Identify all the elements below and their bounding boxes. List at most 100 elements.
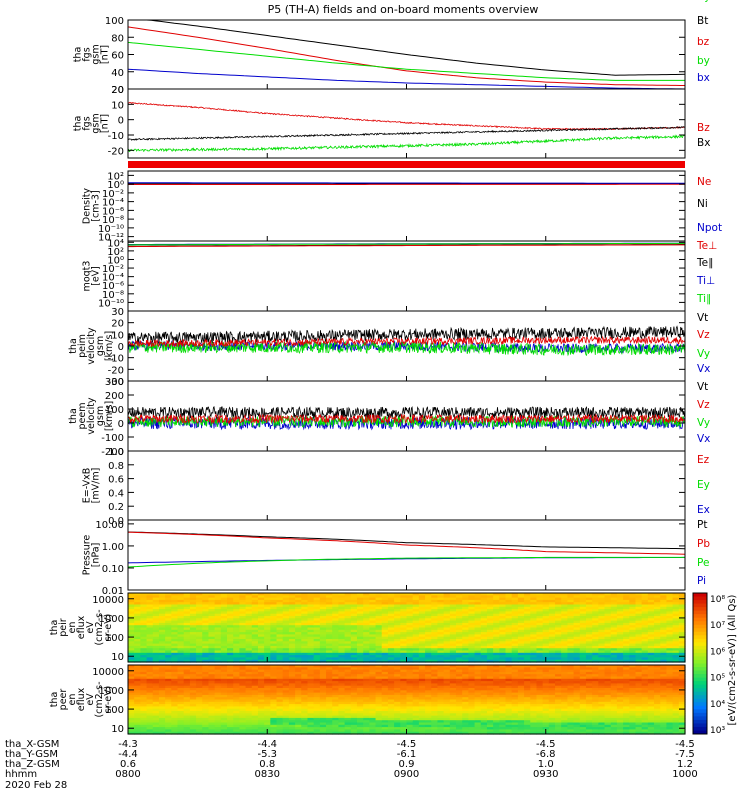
ytick-label: 1.00 <box>102 542 124 553</box>
ytick-label: 10 <box>111 330 124 341</box>
ytick-label: 20 <box>111 85 124 96</box>
legend-p4-1: Ni <box>697 198 708 210</box>
ytick-label: -100 <box>101 433 124 444</box>
ytick-label: 10000 <box>92 595 124 606</box>
ytick-label: 20 <box>111 319 124 330</box>
colorbar-label: 10³ <box>710 726 725 736</box>
ytick-label: -10 <box>108 131 124 142</box>
ytick-label: 0.6 <box>108 475 124 486</box>
ytick-label: 0 <box>118 419 124 430</box>
ylabel-line: sr-eV) <box>103 686 114 714</box>
ytick-label: 0.2 <box>108 502 124 513</box>
ytick-label: 10⁰ <box>107 180 124 191</box>
xaxis-value: 0.8 <box>259 759 275 770</box>
xaxis-value: 0800 <box>115 769 140 780</box>
legend-p9-3: Pi <box>697 575 706 587</box>
ytick-label: 80 <box>111 33 124 44</box>
xaxis-value: 0830 <box>255 769 280 780</box>
legend-p7-3: Vx <box>697 433 710 445</box>
legend-p4-2: Npot <box>697 222 722 234</box>
series-p2-By <box>127 134 686 153</box>
spectrogram-s2 <box>128 665 686 735</box>
xaxis-value: 0.6 <box>120 759 136 770</box>
series-p1-bz <box>127 26 685 86</box>
xaxis-value: -6.8 <box>536 749 556 760</box>
plot-title: P5 (TH-A) fields and on-board moments ov… <box>268 3 539 16</box>
ytick-label: 10⁻⁸ <box>102 290 124 301</box>
xaxis-value: -4.5 <box>536 739 556 750</box>
xaxis-row-label: tha_Y-GSM <box>5 749 58 760</box>
xaxis-row-label: tha_Z-GSM <box>5 759 60 770</box>
legend-p7-1: Vz <box>697 399 710 411</box>
ylabel-line: Pressure <box>82 535 93 576</box>
ylabel-line: (cm2-s- <box>94 609 105 645</box>
series-p7-Vz <box>127 413 686 425</box>
ylabel-line: eV <box>85 693 96 706</box>
ylabel-line: fgs <box>82 47 93 61</box>
legend-p9-0: Pt <box>697 519 707 531</box>
ylabel-line: [nT] <box>100 45 111 64</box>
panel-s2: 10 100 1000 10000 thapeerenefluxeV(cm2-s-sr-… <box>49 664 686 735</box>
ylabel-line: en <box>67 622 78 634</box>
ylabel-line: eflux <box>76 615 87 639</box>
ylabel-line: [nT] <box>100 114 111 133</box>
xaxis-value: -4.4 <box>257 739 277 750</box>
colorbar-label: 10⁶ <box>710 647 725 657</box>
panel-p8: 0.0 0.2 0.4 0.6 0.8 1.0 E=-VxB[mV/m] Ez Ey Ex <box>82 447 710 527</box>
colorbar-label: 10⁷ <box>710 621 725 631</box>
ylabel-line: moqt3 <box>82 261 93 292</box>
xaxis-value: 1.2 <box>677 759 693 770</box>
xaxis-value: -4.4 <box>118 749 138 760</box>
ytick-label: 0.8 <box>108 461 124 472</box>
ytick-label: 0.0 <box>108 516 124 527</box>
series-p9-Pb <box>127 531 686 555</box>
ylabel-line: [cm-3] <box>91 190 102 221</box>
ytick-label: -20 <box>108 146 124 157</box>
colorbar-label: 10⁵ <box>710 674 725 684</box>
ytick-label: 10⁻⁸ <box>102 215 124 226</box>
legend-p6-1: Vz <box>697 329 710 341</box>
ytick-label: 0.01 <box>102 586 124 597</box>
ytick-label: 1000 <box>99 686 124 697</box>
ytick-label: 100 <box>105 405 124 416</box>
ytick-label: 10⁻⁶ <box>102 206 124 217</box>
xaxis-value: 0900 <box>394 769 419 780</box>
ytick-label: 10⁴ <box>107 238 124 249</box>
series-p2-Bx <box>127 126 686 141</box>
legend-p1-3: bx <box>697 72 710 84</box>
frame-p5 <box>127 240 686 312</box>
legend-p2-1: Bx <box>697 137 710 149</box>
ytick-label: 1000 <box>99 614 124 625</box>
ylabel-line: eV <box>85 621 96 634</box>
ytick-label: 10⁻⁴ <box>102 273 124 284</box>
xaxis-row-label: hhmm <box>5 769 37 780</box>
legend-p1-2: by <box>697 55 710 67</box>
ytick-label: 10⁻⁴ <box>102 198 124 209</box>
panel-s1: 10 100 1000 10000 thapeirenefluxeV(cm2-s-sr-… <box>49 592 686 663</box>
ylabel-line: gsm <box>91 113 102 133</box>
ylabel-line: en <box>67 694 78 706</box>
series-p1-Bt <box>128 19 686 76</box>
ytick-label: -30 <box>108 377 124 388</box>
series-p5-Ti∥ <box>128 242 685 246</box>
legend-p5-0: Te⊥ <box>696 240 717 252</box>
ytick-label: 10⁻² <box>102 189 124 200</box>
legend-p6-3: Vx <box>697 363 710 375</box>
legend-p4-0: Ne <box>697 176 711 188</box>
ytick-label: 10⁻¹⁰ <box>98 224 124 235</box>
ytick-label: 30 <box>111 307 124 318</box>
xaxis-value: 0.9 <box>399 759 415 770</box>
xaxis-value: -5.3 <box>257 749 277 760</box>
panels: 20406080100thafgsgsm[nT]Btbzbybx-20-1001… <box>49 0 738 736</box>
ylabel-line: velocity <box>86 397 97 435</box>
xaxis-value: 0930 <box>533 769 558 780</box>
ylabel-line: peem <box>77 403 88 430</box>
colorbar-title: [eV/(cm2-s-sr-eV)] (All Qs) <box>727 594 738 725</box>
ylabel-line: tha <box>73 47 84 63</box>
frame-p9 <box>127 519 686 591</box>
legend-p1-1: bz <box>697 36 710 48</box>
date-label: 2020 Feb 28 <box>5 780 67 791</box>
